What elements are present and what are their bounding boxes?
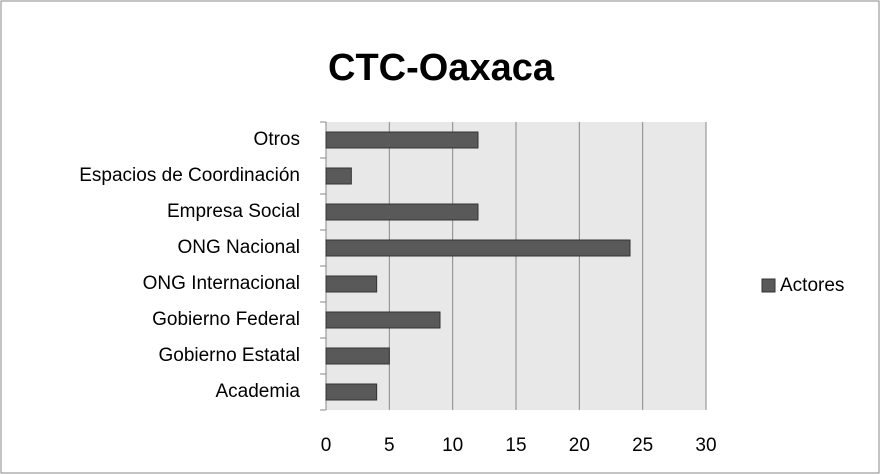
y-tick-label: Gobierno Estatal — [158, 345, 300, 366]
x-tick-label: 0 — [321, 435, 332, 456]
bar — [325, 275, 378, 293]
legend-label: Actores — [780, 275, 844, 296]
y-tick-label: Empresa Social — [167, 201, 300, 222]
x-tick-label: 5 — [384, 435, 395, 456]
bar — [325, 239, 631, 257]
bar — [325, 131, 479, 149]
x-tick-label: 20 — [569, 435, 590, 456]
y-tick-label: ONG Internacional — [143, 273, 300, 294]
y-tick-label: Espacios de Coordinación — [79, 165, 300, 186]
y-tick-label: Academia — [216, 381, 301, 402]
x-tick-label: 15 — [505, 435, 526, 456]
bar — [325, 311, 441, 329]
bar — [325, 347, 390, 365]
x-tick-label: 30 — [695, 435, 716, 456]
y-tick-label: Otros — [254, 129, 300, 150]
legend-swatch — [761, 278, 776, 293]
y-tick-label: ONG Nacional — [178, 237, 301, 258]
bar — [325, 383, 378, 401]
y-tick-label: Gobierno Federal — [152, 309, 300, 330]
chart-title: CTC-Oaxaca — [328, 47, 555, 89]
bar — [325, 203, 479, 221]
x-tick-label: 10 — [442, 435, 463, 456]
bar — [325, 167, 352, 185]
x-tick-label: 25 — [632, 435, 653, 456]
